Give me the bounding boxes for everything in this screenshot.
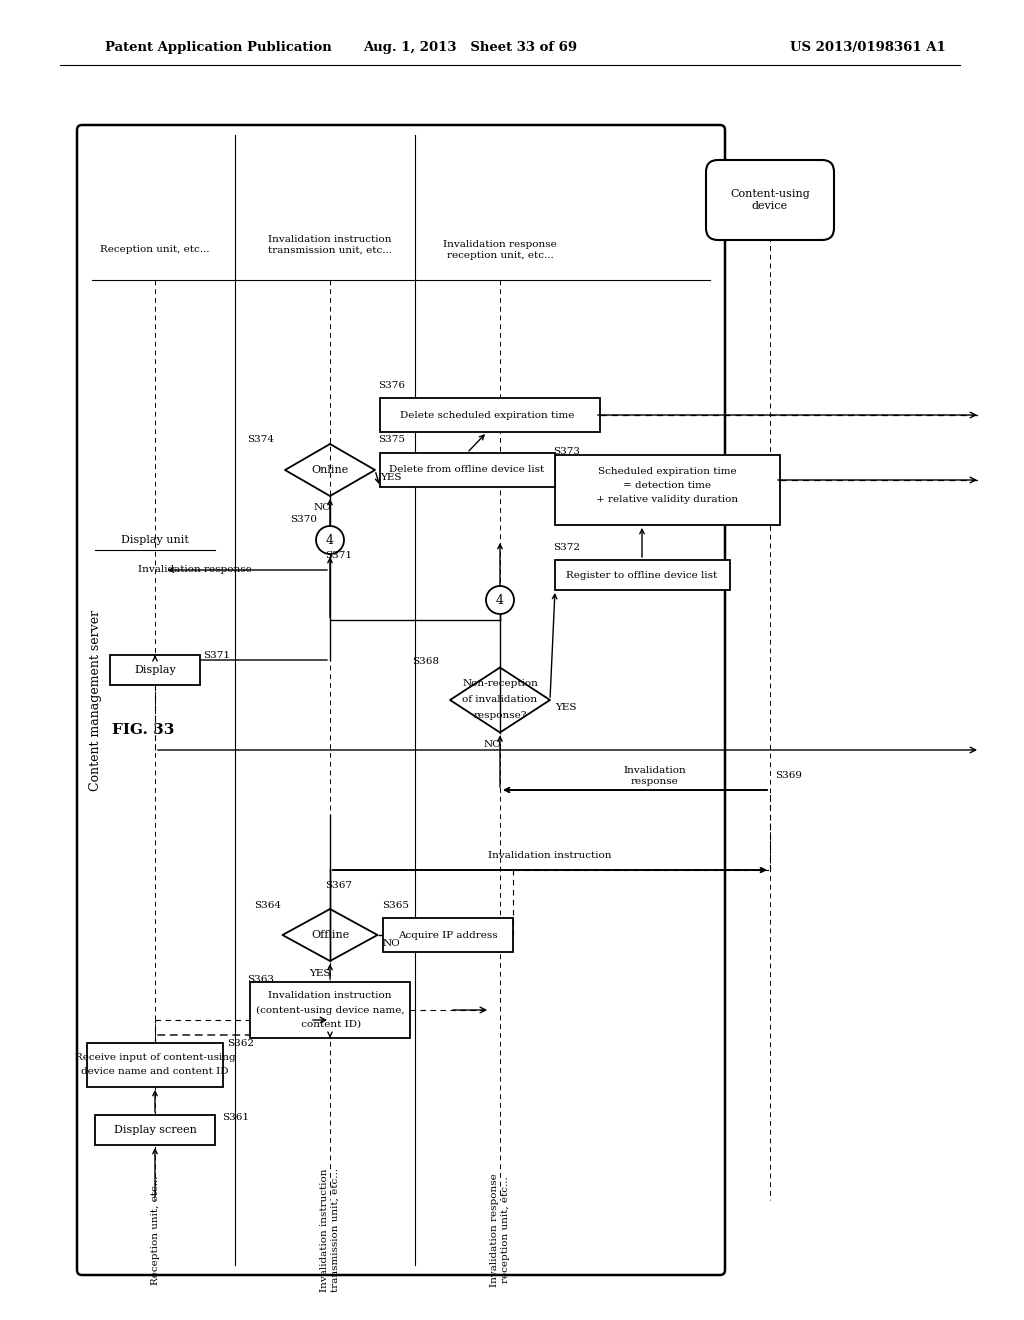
Circle shape [486, 586, 514, 614]
Text: S371: S371 [325, 550, 352, 560]
Text: of invalidation: of invalidation [463, 696, 538, 705]
Text: FIG. 33: FIG. 33 [112, 723, 174, 737]
Bar [383, 917, 512, 952]
Text: S374: S374 [247, 436, 274, 445]
Text: (content-using device name,: (content-using device name, [256, 1006, 404, 1015]
Text: Register to offline device list: Register to offline device list [566, 570, 718, 579]
Text: NO: NO [313, 503, 331, 512]
Bar [87, 1043, 223, 1086]
Text: YES: YES [309, 969, 331, 978]
Bar [110, 655, 200, 685]
Text: S376: S376 [378, 380, 406, 389]
Text: Aug. 1, 2013   Sheet 33 of 69: Aug. 1, 2013 Sheet 33 of 69 [362, 41, 578, 54]
Text: Invalidation instruction: Invalidation instruction [268, 991, 392, 1001]
Text: S361: S361 [222, 1113, 249, 1122]
Text: S375: S375 [378, 436, 406, 445]
Text: S372: S372 [553, 543, 580, 552]
Text: Content management server: Content management server [89, 610, 102, 791]
Text: Invalidation instruction
transmission unit, etc...: Invalidation instruction transmission un… [319, 1168, 340, 1292]
Text: content ID): content ID) [298, 1019, 361, 1028]
Text: Invalidation response
reception unit, etc...: Invalidation response reception unit, et… [443, 240, 557, 260]
Bar [95, 1115, 215, 1144]
Bar [250, 982, 410, 1038]
Text: Invalidation instruction: Invalidation instruction [488, 851, 611, 861]
FancyBboxPatch shape [77, 125, 725, 1275]
Text: Display screen: Display screen [114, 1125, 197, 1135]
Text: Online: Online [311, 465, 348, 475]
Text: device name and content ID: device name and content ID [81, 1067, 228, 1076]
Text: Acquire IP address: Acquire IP address [397, 931, 498, 940]
Text: Content-using
device: Content-using device [730, 189, 810, 211]
Text: S367: S367 [325, 880, 352, 890]
Text: S363: S363 [247, 975, 274, 985]
Text: YES: YES [555, 704, 577, 713]
Text: S362: S362 [227, 1039, 254, 1048]
Text: S365: S365 [383, 900, 410, 909]
Text: S370: S370 [290, 516, 317, 524]
Text: S368: S368 [412, 657, 439, 667]
Text: response?: response? [473, 711, 526, 721]
Text: Display unit: Display unit [121, 535, 189, 545]
Bar [380, 453, 555, 487]
Text: Invalidation
response: Invalidation response [624, 766, 686, 785]
Text: Invalidation response
reception unit, etc...: Invalidation response reception unit, et… [489, 1173, 510, 1287]
Text: Non-reception: Non-reception [462, 680, 538, 689]
Bar [555, 455, 780, 525]
Text: S364: S364 [255, 900, 282, 909]
Text: Invalidation instruction
transmission unit, etc...: Invalidation instruction transmission un… [268, 235, 392, 255]
Bar [380, 399, 600, 432]
Text: S371: S371 [203, 651, 230, 660]
Text: Reception unit, etc...: Reception unit, etc... [151, 1175, 160, 1284]
Text: Display: Display [134, 665, 176, 675]
Text: US 2013/0198361 A1: US 2013/0198361 A1 [790, 41, 946, 54]
Text: NO: NO [483, 741, 501, 748]
Circle shape [316, 525, 344, 554]
Text: YES: YES [380, 474, 401, 483]
Text: Delete from offline device list: Delete from offline device list [389, 466, 545, 474]
Bar [555, 560, 730, 590]
Text: Receive input of content-using: Receive input of content-using [75, 1052, 236, 1061]
Text: Scheduled expiration time: Scheduled expiration time [598, 467, 736, 477]
Text: Invalidation response: Invalidation response [138, 565, 252, 574]
Text: NO: NO [383, 939, 400, 948]
Text: Patent Application Publication: Patent Application Publication [105, 41, 332, 54]
Text: S369: S369 [775, 771, 802, 780]
Text: + relative validity duration: + relative validity duration [596, 495, 738, 504]
FancyBboxPatch shape [706, 160, 834, 240]
Text: Reception unit, etc...: Reception unit, etc... [100, 246, 210, 255]
Text: Delete scheduled expiration time: Delete scheduled expiration time [399, 411, 574, 420]
Text: = detection time: = detection time [623, 482, 711, 491]
Text: S373: S373 [553, 447, 580, 457]
Text: Offline: Offline [311, 931, 349, 940]
Text: 4: 4 [326, 533, 334, 546]
Text: 4: 4 [496, 594, 504, 606]
